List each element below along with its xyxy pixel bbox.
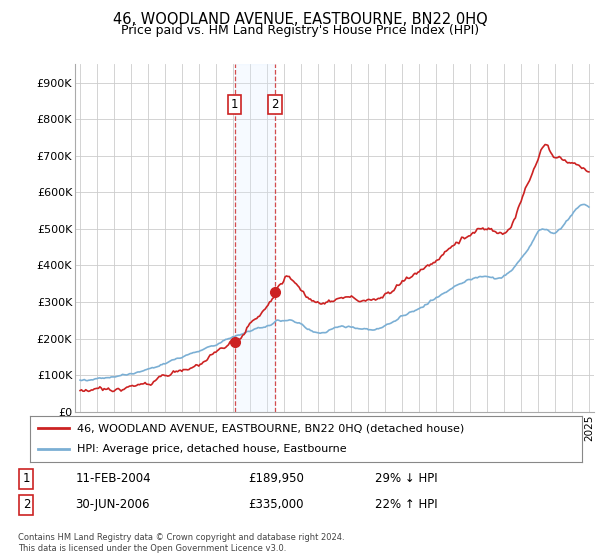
Text: 2: 2: [271, 98, 279, 111]
Text: Price paid vs. HM Land Registry's House Price Index (HPI): Price paid vs. HM Land Registry's House …: [121, 24, 479, 36]
Text: 2: 2: [23, 498, 30, 511]
Text: 30-JUN-2006: 30-JUN-2006: [76, 498, 150, 511]
Text: 29% ↓ HPI: 29% ↓ HPI: [375, 473, 437, 486]
Text: 22% ↑ HPI: 22% ↑ HPI: [375, 498, 437, 511]
Bar: [235, 64, 275, 412]
Text: 1: 1: [231, 98, 238, 111]
Text: £335,000: £335,000: [248, 498, 304, 511]
Text: 1: 1: [23, 473, 30, 486]
Text: HPI: Average price, detached house, Eastbourne: HPI: Average price, detached house, East…: [77, 445, 347, 455]
Text: £189,950: £189,950: [248, 473, 304, 486]
Text: 46, WOODLAND AVENUE, EASTBOURNE, BN22 0HQ (detached house): 46, WOODLAND AVENUE, EASTBOURNE, BN22 0H…: [77, 423, 464, 433]
Text: 11-FEB-2004: 11-FEB-2004: [76, 473, 151, 486]
Text: Contains HM Land Registry data © Crown copyright and database right 2024.
This d: Contains HM Land Registry data © Crown c…: [18, 533, 344, 553]
Text: 46, WOODLAND AVENUE, EASTBOURNE, BN22 0HQ: 46, WOODLAND AVENUE, EASTBOURNE, BN22 0H…: [113, 12, 487, 27]
